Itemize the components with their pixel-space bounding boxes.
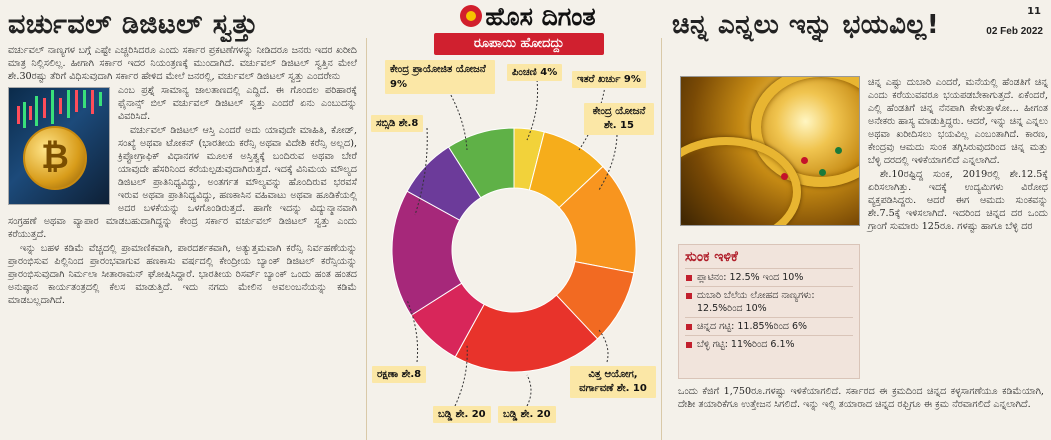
gem-icon	[819, 169, 826, 176]
edition-date: 02 Feb 2022	[986, 26, 1043, 37]
right-para-1: ಚಿನ್ನ ಎಷ್ಟು ದುಬಾರಿ ಎಂದರೆ, ಮನೆಯಲ್ಲಿ ಹೆಂಡತ…	[868, 76, 1048, 234]
chart-leader-line	[406, 299, 419, 363]
right-para-3: ಒಂದು ಕೆಜಿಗೆ 1,750ರೂ.ಗಳಷ್ಟು ಇಳಿಕೆಯಾಗಲಿದೆ.…	[678, 386, 1044, 410]
chart-label-central-scheme-text: ಕೇಂದ್ರ ಪ್ರಾಯೋಜಿತ ಯೋಜನೆ 9%	[390, 64, 486, 90]
left-para-3: ಇನ್ನು ಬಹಳ ಕಡಿಮೆ ವೆಚ್ಚದಲ್ಲಿ ಪ್ರಾಮಾಣಿಕವಾಗಿ…	[8, 243, 357, 306]
chart-label-finance-commission-text: ವಿತ್ತ ಆಯೋಗ, ವರ್ಗಾವಣೆ ಶೇ. 10	[579, 369, 647, 394]
chart-leader-line	[598, 329, 609, 363]
masthead-title: ಹೊಸ ದಿಗಂತ	[428, 2, 628, 32]
expenditure-chart-panel: ಕೇಂದ್ರ ಪ್ರಾಯೋಜಿತ ಯೋಜನೆ 9% ಪಿಂಚಣಿ 4% ಇತರೆ…	[367, 0, 660, 440]
newspaper-logo-icon	[460, 5, 483, 27]
chart-leader-line	[526, 374, 532, 407]
left-para-2: ವರ್ಚುವಲ್ ಡಿಜಿಟಲ್ ಆಸ್ತಿ ಎಂದರೆ ಅದು ಯಾವುದೇ …	[8, 125, 357, 240]
chart-label-finance-commission: ವಿತ್ತ ಆಯೋಗ, ವರ್ಗಾವಣೆ ಶೇ. 10	[570, 366, 656, 398]
left-para-1: ಎಂಬ ಪ್ರಶ್ನೆ ಸಾಮಾನ್ಯ ಜಾಲತಾಣದಲ್ಲಿ ಎದ್ದಿದೆ.…	[118, 85, 357, 122]
column-divider	[366, 38, 367, 440]
page-number: 11	[1027, 6, 1041, 17]
gem-icon	[801, 157, 808, 164]
right-headline: ಚಿನ್ನ ಎನ್ನಲು ಇನ್ನು ಭಯವಿಲ್ಲ!	[672, 10, 940, 40]
chart-leader-line	[526, 79, 538, 141]
masthead-title-text: ಹೊಸ ದಿಗಂತ	[485, 2, 596, 31]
right-para-1-text: ಚಿನ್ನ ಎಷ್ಟು ದುಬಾರಿ ಎಂದರೆ, ಮನೆಯಲ್ಲಿ ಹೆಂಡತ…	[868, 77, 1048, 166]
gold-article: ಚಿನ್ನ ಎನ್ನಲು ಇನ್ನು ಭಯವಿಲ್ಲ!	[662, 0, 1051, 440]
duty-row-coins: ದುಬಾರಿ ಬೆಲೆಯ ಲೋಹದ ನಾಣ್ಯಗಳು: 12.5%ರಿಂದ 10…	[685, 286, 853, 317]
virtual-asset-article: ವರ್ಚುವಲ್ ಡಿಜಿಟಲ್ ಸ್ವತ್ತು ವರ್ಚುವಲ್ ನಾಣ್ಯಗ…	[0, 0, 365, 440]
chart-label-interest-1: ಬಡ್ಡಿ ಶೇ. 20	[433, 406, 491, 423]
chart-label-central-project: ಕೇಂದ್ರ ಯೋಜನೆ ಶೇ. 15	[584, 103, 654, 135]
duty-cut-title: ಸುಂಕ ಇಳಿಕೆ	[685, 249, 738, 265]
chart-leader-line	[414, 127, 428, 216]
left-article-body: ವರ್ಚುವಲ್ ನಾಣ್ಯಗಳ ಬಗ್ಗೆ ಎಷ್ಟೇ ಎಚ್ಚರಿಸಿದರೂ…	[8, 44, 357, 307]
duty-row-silver: ಬೆಳ್ಳಿ ಗಟ್ಟಿ: 11%ರಿಂದ 6.1%	[685, 335, 853, 353]
bitcoin-icon: ₿	[23, 126, 87, 190]
chart-leader-line	[454, 344, 468, 407]
gem-icon	[781, 173, 788, 180]
left-headline: ವರ್ಚುವಲ್ ಡಿಜಿಟಲ್ ಸ್ವತ್ತು	[8, 9, 259, 40]
left-intro: ವರ್ಚುವಲ್ ನಾಣ್ಯಗಳ ಬಗ್ಗೆ ಎಷ್ಟೇ ಎಚ್ಚರಿಸಿದರೂ…	[8, 45, 357, 82]
bitcoin-photo: ₿	[8, 87, 110, 205]
gold-jewellery-photo	[680, 76, 860, 226]
chart-label-central-project-text: ಕೇಂದ್ರ ಯೋಜನೆ ಶೇ. 15	[592, 106, 646, 131]
chart-label-subsidy: ಸಬ್ಸಿಡಿ ಶೇ.8	[371, 115, 424, 132]
donut-slice-interest	[454, 294, 599, 373]
chart-label-other: ಇತರೆ ಖರ್ಚು 9%	[572, 71, 646, 88]
chart-label-central-scheme: ಕೇಂದ್ರ ಪ್ರಾಯೋಜಿತ ಯೋಜನೆ 9%	[385, 60, 495, 94]
gold-photo-wrap	[680, 76, 860, 226]
gem-icon	[835, 147, 842, 154]
right-para-2-text: ಶೇ.10ರಷ್ಟಿದ್ದ ಸುಂಕ, 2019ರಲ್ಲಿ ಶೇ.12.5ಕ್ಕ…	[868, 169, 1048, 232]
chart-label-pension: ಪಿಂಚಣಿ 4%	[507, 64, 563, 81]
duty-row-gold: ಚಿನ್ನದ ಗಟ್ಟಿ: 11.85%ರಿಂದ 6%	[685, 317, 853, 335]
chart-label-defence: ರಕ್ಷಣಾ ಶೇ.8	[372, 366, 427, 383]
donut-slice-central-scheme	[447, 127, 515, 199]
gold-bangle	[681, 137, 801, 225]
newspaper-masthead: ಹೊಸ ದಿಗಂತ	[428, 2, 628, 38]
column-divider	[661, 38, 662, 440]
duty-cut-box: ಸುಂಕ ಇಳಿಕೆ ಪ್ಲಾಟಿನಂ: 12.5% ಇಂದ 10% ದುಬಾರ…	[678, 244, 860, 379]
chart-leader-line	[598, 134, 618, 191]
chart-banner: ರೂಪಾಯಿ ಹೋದದ್ದು	[434, 33, 604, 55]
duty-row-platinum: ಪ್ಲಾಟಿನಂ: 12.5% ಇಂದ 10%	[685, 268, 853, 286]
gold-bangle	[751, 77, 859, 187]
chart-label-interest-2: ಬಡ್ಡಿ ಶೇ. 20	[498, 406, 556, 423]
